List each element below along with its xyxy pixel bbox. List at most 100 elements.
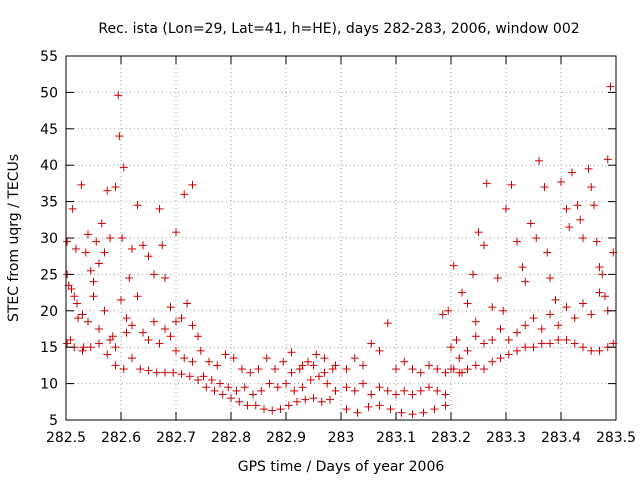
data-point	[386, 405, 395, 414]
data-point	[81, 248, 90, 257]
y-tick-label: 40	[40, 158, 58, 174]
data-point	[507, 180, 516, 189]
data-point	[128, 244, 136, 253]
data-point	[216, 379, 224, 388]
data-point	[573, 201, 582, 210]
data-point	[172, 317, 180, 326]
data-point	[425, 361, 433, 370]
data-point	[579, 343, 587, 352]
x-tick-label: 282.7	[156, 430, 196, 446]
data-point	[543, 248, 552, 257]
data-point	[287, 348, 296, 357]
data-point	[273, 383, 282, 392]
data-point	[86, 266, 95, 275]
data-point	[570, 339, 579, 348]
data-point	[152, 368, 161, 377]
data-point	[78, 310, 87, 319]
x-tick-label: 282.9	[266, 430, 306, 446]
data-point	[251, 401, 260, 410]
data-point	[350, 386, 359, 395]
data-point	[287, 368, 296, 377]
data-point	[463, 299, 472, 308]
data-point	[392, 365, 400, 374]
x-tick-label: 283.5	[596, 430, 636, 446]
y-tick-label: 55	[40, 49, 58, 65]
data-point	[196, 346, 205, 355]
data-point	[240, 383, 249, 392]
x-tick-label: 282.6	[101, 430, 141, 446]
data-point	[119, 163, 128, 172]
data-point	[309, 361, 318, 370]
data-point	[232, 386, 241, 395]
data-point	[568, 168, 576, 177]
data-point	[408, 410, 417, 419]
data-point	[84, 317, 92, 326]
data-point	[79, 343, 88, 352]
data-point	[271, 365, 279, 374]
data-point	[546, 274, 554, 283]
data-point	[133, 201, 142, 210]
data-point	[144, 366, 153, 375]
data-point	[364, 402, 373, 411]
x-tick-label: 283.2	[431, 430, 471, 446]
data-point	[155, 204, 164, 213]
data-point	[463, 365, 472, 374]
data-point	[144, 335, 153, 344]
data-point	[496, 325, 505, 333]
data-point	[584, 164, 593, 173]
data-point	[172, 346, 180, 355]
data-point	[546, 339, 554, 348]
data-point	[284, 401, 293, 410]
data-point	[499, 306, 508, 315]
data-point	[433, 386, 442, 395]
data-point	[298, 383, 307, 392]
x-tick-label: 282.5	[46, 430, 86, 446]
data-point	[419, 408, 428, 417]
data-point	[106, 335, 114, 344]
data-point	[224, 383, 233, 392]
data-point	[103, 186, 112, 195]
data-point	[595, 288, 604, 297]
data-point	[122, 328, 131, 337]
data-point	[408, 365, 417, 374]
data-point	[155, 339, 164, 348]
data-point	[469, 270, 477, 279]
data-point	[111, 361, 120, 370]
data-point	[606, 82, 615, 91]
data-point	[202, 383, 211, 392]
data-point	[326, 395, 334, 404]
data-point	[595, 346, 604, 355]
data-point	[579, 234, 587, 242]
data-point	[194, 332, 202, 341]
data-point	[526, 219, 535, 228]
y-tick-label: 10	[40, 377, 58, 393]
data-point	[532, 234, 541, 242]
data-point	[92, 237, 101, 246]
data-point	[565, 223, 574, 232]
data-point	[587, 346, 596, 355]
data-point	[119, 365, 128, 374]
data-point	[579, 299, 587, 308]
data-point	[397, 408, 406, 417]
y-axis-label: STEC from uqrg / TECUs	[6, 154, 22, 322]
data-point	[587, 310, 596, 319]
data-point	[392, 390, 400, 399]
data-point	[260, 405, 268, 414]
data-point	[551, 295, 560, 304]
data-point	[100, 306, 109, 315]
data-point	[177, 370, 186, 379]
data-point	[447, 365, 455, 374]
data-point	[111, 183, 120, 192]
data-point	[194, 375, 202, 384]
data-point	[95, 325, 103, 333]
data-point	[70, 292, 79, 301]
data-point	[188, 321, 197, 330]
data-point	[84, 230, 92, 239]
x-tick-label: 283.1	[376, 430, 416, 446]
x-axis-ticks: 282.5 282.6 282.7 282.8 282.9 283 283.1 283.2 28…	[46, 56, 636, 446]
data-point	[375, 346, 384, 355]
data-point	[122, 314, 131, 323]
data-points	[63, 82, 618, 419]
data-point	[166, 303, 175, 312]
x-tick-label: 283.3	[486, 430, 526, 446]
